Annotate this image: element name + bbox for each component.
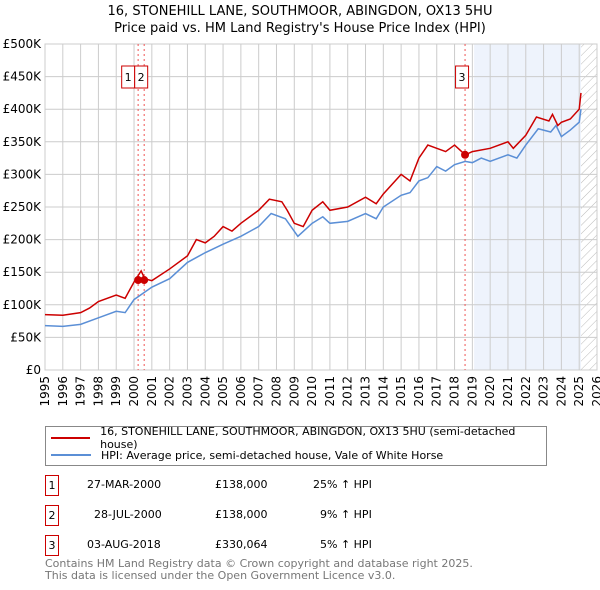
y-tick-label: £500K — [3, 37, 43, 51]
x-tick-label: 2003 — [180, 376, 194, 407]
legend-red-swatch — [51, 437, 91, 439]
y-tick-label: £200K — [3, 233, 43, 247]
marker-badge: 1 — [45, 475, 59, 496]
x-tick-label: 2005 — [216, 376, 230, 407]
sale-label: 3 — [459, 71, 466, 84]
x-tick-label: 2023 — [537, 376, 551, 407]
footer-line-2: This data is licensed under the Open Gov… — [45, 569, 396, 582]
sale-label: 1 — [125, 71, 132, 84]
footer-line-1: Contains HM Land Registry data © Crown c… — [45, 557, 473, 570]
footer: Contains HM Land Registry data © Crown c… — [45, 558, 473, 582]
x-tick-label: 2017 — [430, 376, 444, 407]
x-tick-label: 2012 — [341, 376, 355, 407]
sale-label-box — [455, 65, 470, 89]
chart-subtitle: Price paid vs. HM Land Registry's House … — [114, 21, 486, 36]
x-tick-label: 2007 — [252, 376, 266, 407]
sale-label: 2 — [138, 71, 145, 84]
x-tick-label: 1996 — [56, 376, 70, 407]
y-tick-label: £400K — [3, 102, 43, 116]
x-tick-label: 1995 — [38, 376, 52, 407]
x-tick-label: 2002 — [163, 376, 177, 407]
legend-red-label: 16, STONEHILL LANE, SOUTHMOOR, ABINGDON,… — [100, 425, 516, 451]
y-tick-label: £150K — [3, 265, 43, 279]
x-tick-label: 2008 — [269, 376, 283, 407]
y-tick-label: £50K — [10, 330, 42, 344]
x-tick-label: 2022 — [519, 376, 533, 407]
transaction-date: 03-AUG-2018 — [87, 538, 161, 551]
x-tick-label: 1998 — [91, 376, 105, 407]
x-tick-label: 2001 — [145, 376, 159, 407]
transaction-date: 27-MAR-2000 — [87, 478, 162, 491]
price-chart: £0 £50K £100K £150K £200K £250K £300K £350K £400… — [3, 37, 600, 407]
x-tick-label: 2006 — [234, 376, 248, 407]
marker-badge: 3 — [45, 535, 59, 556]
x-tick-label: 2025 — [572, 376, 586, 407]
chart-title: 16, STONEHILL LANE, SOUTHMOOR, ABINGDON,… — [107, 4, 493, 19]
x-tick-label: 2000 — [127, 376, 141, 407]
x-tick-label: 2015 — [394, 376, 408, 407]
transaction-hpi: 5% ↑ HPI — [320, 538, 372, 551]
x-tick-label: 2016 — [412, 376, 426, 407]
transaction-price: £138,000 — [215, 508, 268, 521]
x-tick-label: 2009 — [287, 376, 301, 407]
legend: 16, STONEHILL LANE, SOUTHMOOR, ABINGDON,… — [45, 425, 547, 466]
x-tick-label: 1997 — [74, 376, 88, 407]
y-tick-label: £0 — [26, 363, 41, 377]
x-tick-label: 2004 — [198, 376, 212, 407]
sale-point — [140, 276, 149, 285]
y-tick-label: £100K — [3, 298, 43, 312]
x-tick-label: 2024 — [554, 376, 568, 407]
x-tick-label: 2013 — [359, 376, 373, 407]
x-tick-label: 2014 — [376, 376, 390, 407]
x-tick-label: 2018 — [448, 376, 462, 407]
x-tick-label: 2011 — [323, 376, 337, 407]
sale-point — [461, 150, 470, 159]
transaction-hpi: 25% ↑ HPI — [313, 478, 372, 491]
transaction-date: 28-JUL-2000 — [94, 508, 162, 521]
marker-badge: 2 — [45, 505, 59, 526]
y-tick-label: £300K — [3, 167, 43, 181]
sale-point — [134, 276, 143, 285]
legend-blue-label: HPI: Average price, semi-detached house,… — [101, 448, 444, 462]
hpi-line — [44, 109, 582, 328]
x-tick-label: 2019 — [465, 376, 479, 407]
transaction-row: 2 28-JUL-2000 £138,000 9% ↑ HPI — [45, 505, 445, 526]
x-tick-label: 2021 — [501, 376, 515, 407]
x-tick-label: 1999 — [109, 376, 123, 407]
plot-border — [44, 43, 598, 371]
transaction-hpi: 9% ↑ HPI — [320, 508, 372, 521]
x-tick-label: 2020 — [483, 376, 497, 407]
y-tick-label: £350K — [3, 135, 43, 149]
transaction-price: £330,064 — [215, 538, 268, 551]
x-tick-label: 2026 — [590, 376, 600, 407]
x-tick-label: 2010 — [305, 376, 319, 407]
sale-label-box — [134, 65, 149, 89]
y-tick-label: £250K — [3, 200, 43, 214]
legend-blue-swatch — [51, 454, 91, 456]
transaction-row: 1 27-MAR-2000 £138,000 25% ↑ HPI — [45, 475, 445, 496]
transaction-price: £138,000 — [215, 478, 268, 491]
y-tick-label: £450K — [3, 70, 43, 84]
transaction-row: 3 03-AUG-2018 £330,064 5% ↑ HPI — [45, 535, 445, 556]
